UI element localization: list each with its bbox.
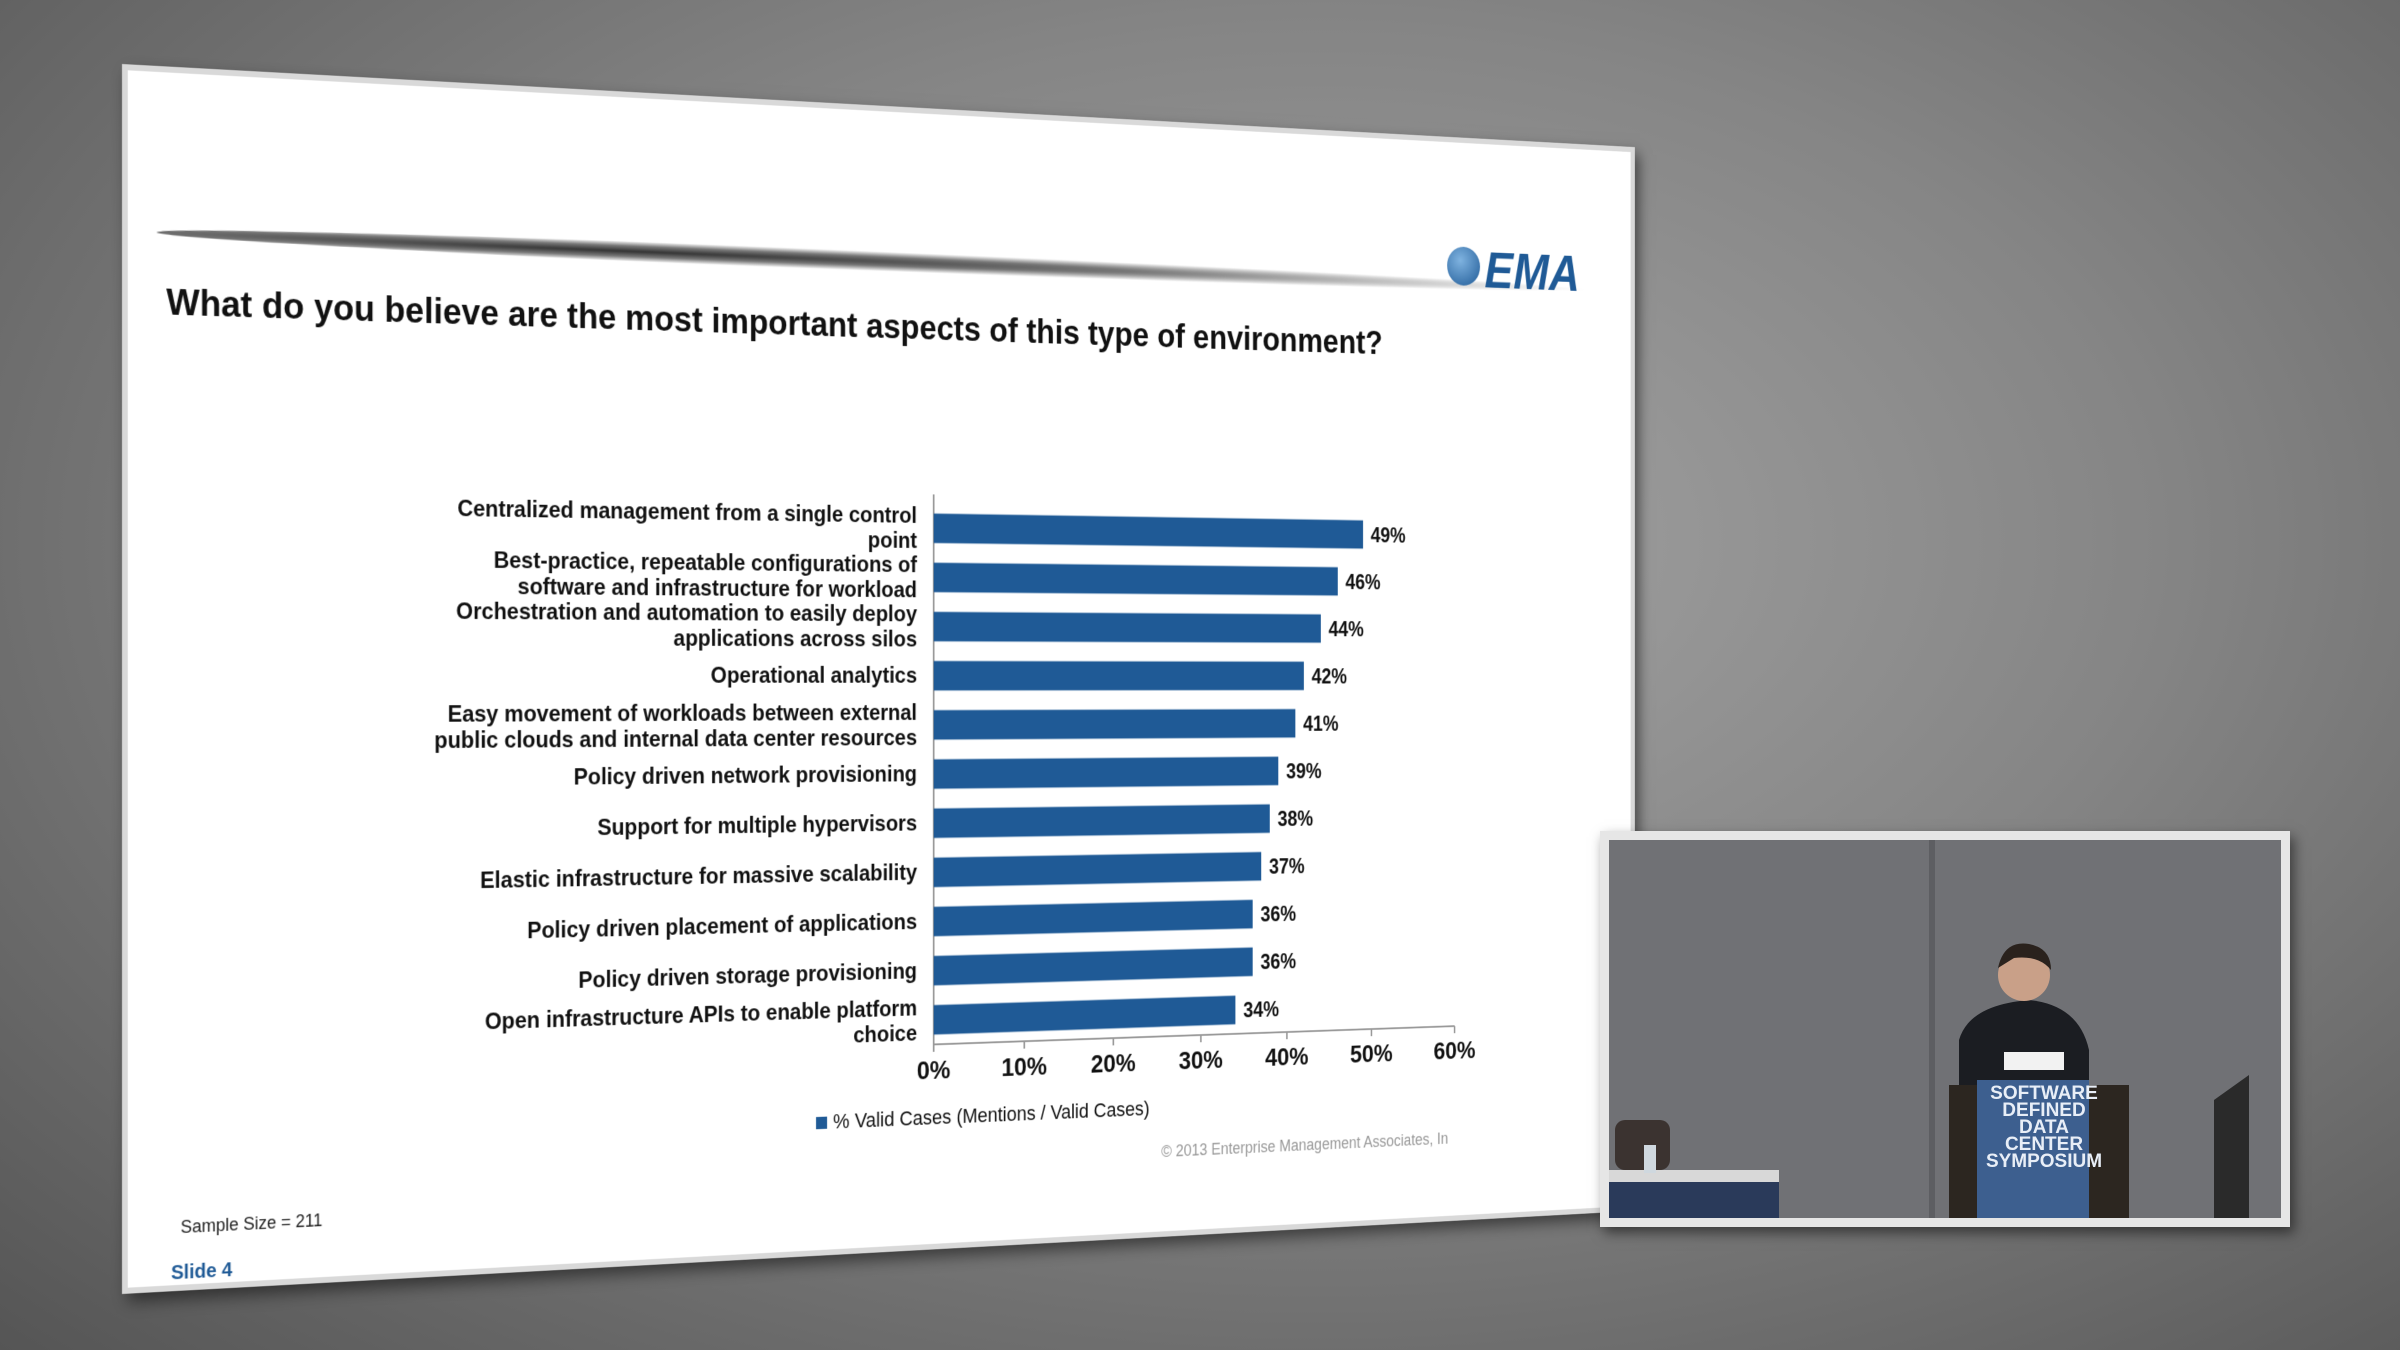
x-tick-label: 40% [1265,1042,1308,1072]
slide: EMA What do you believe are the most imp… [122,64,1635,1294]
bar [933,513,1364,549]
y-tick-label: Centralized management from a single con… [457,495,918,554]
y-tick-label: Policy driven network provisioning [573,761,918,791]
x-tick-label: 30% [1179,1045,1223,1075]
video-scene [1609,840,2281,1218]
sign-line: SYMPOSIUM [1985,1151,2103,1172]
data-label: 39% [1286,760,1322,783]
wall-seam [1929,840,1935,1218]
bar [933,562,1338,596]
y-tick-label: Best-practice, repeatable configurations… [493,547,918,603]
bar [933,947,1253,986]
data-label: 44% [1329,618,1364,641]
chair [1615,1120,1670,1170]
wall [1609,840,2281,1218]
bar [933,995,1236,1035]
data-label: 49% [1371,524,1406,547]
podium-sign [1977,1080,2089,1218]
sign-line: DATA CENTER [2004,1117,2084,1155]
podium-sign-text: SOFTWARE DEFINED DATA CENTER SYMPOSIUM [1984,1083,2104,1172]
x-tick-label: 60% [1434,1036,1476,1065]
bar [933,804,1270,838]
y-tick-label: Easy movement of workloads between exter… [434,699,918,754]
table-cloth [1609,1170,1779,1182]
data-label: 36% [1260,950,1296,974]
bar [933,661,1304,691]
bar [933,611,1321,643]
speaker-head [1998,949,2050,1001]
speaker-hair [1998,943,2051,970]
data-label: 46% [1345,571,1380,594]
name-plate [2004,1052,2064,1070]
y-tick-label: Orchestration and automation to easily d… [456,597,918,652]
bar [933,852,1262,888]
bar [933,756,1279,789]
data-label: 41% [1303,712,1338,735]
y-tick-label: Operational analytics [710,662,918,689]
x-tick-label: 0% [917,1055,951,1085]
data-label: 38% [1278,807,1314,830]
bar [933,709,1296,740]
x-tick-label: 10% [1001,1051,1047,1082]
legend-label: % Valid Cases (Mentions / Valid Cases) [833,1096,1149,1133]
data-label: 37% [1269,855,1305,878]
x-tick-label: 50% [1350,1039,1393,1069]
sign-line: SOFTWARE [1990,1083,2098,1104]
speaker-video: SOFTWARE DEFINED DATA CENTER SYMPOSIUM [1600,831,2290,1227]
data-label: 36% [1260,902,1296,926]
data-label: 34% [1243,998,1279,1022]
railing [2214,1075,2249,1218]
data-label: 42% [1312,665,1347,688]
sign-line: DEFINED [2002,1100,2086,1121]
chart: 0% 10% 20% 30% 40% 50% 60% 49% 46% 44% 42% 41% 39% 38… [816,70,1476,1133]
x-tick-label: 20% [1091,1048,1136,1078]
bottle [1644,1145,1656,1173]
legend-swatch [816,1116,828,1130]
bar [933,899,1253,937]
speaker-body [1959,1000,2089,1100]
table [1609,1180,1779,1218]
slide-number: Slide 4 [171,1259,233,1285]
